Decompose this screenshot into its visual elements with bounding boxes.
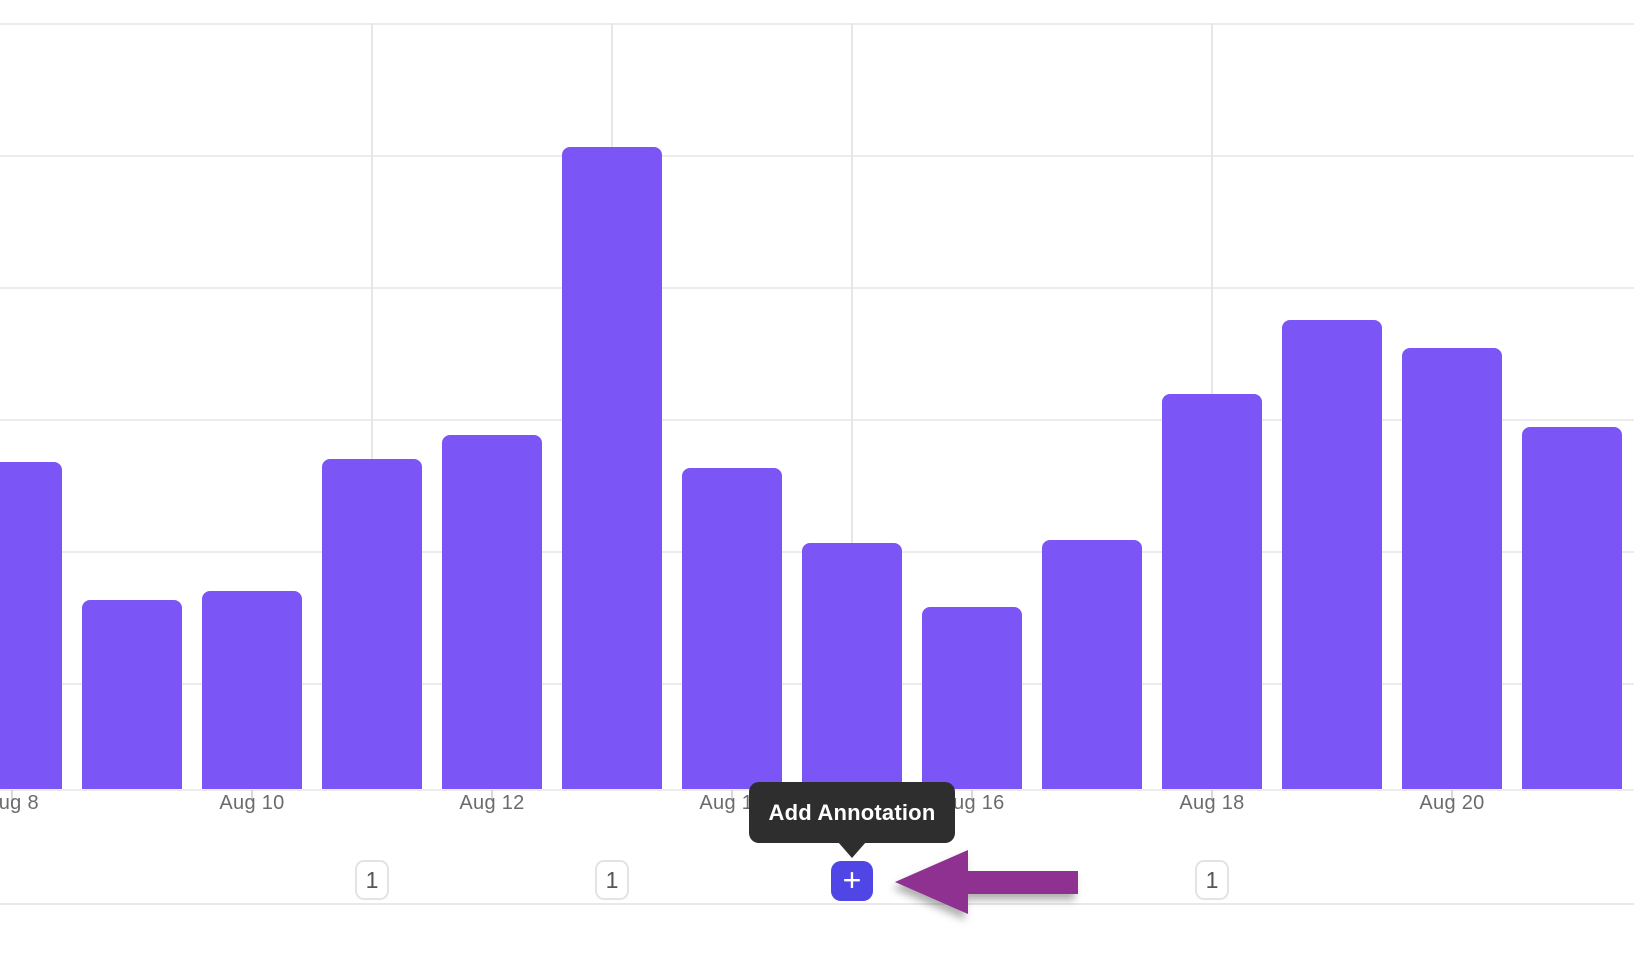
bar-aug-21[interactable] [1522,427,1622,790]
x-axis-tick [11,790,13,801]
bar-aug-8[interactable] [0,462,62,790]
bar-aug-15[interactable] [802,543,902,790]
tooltip-label: Add Annotation [768,799,936,825]
x-axis-label: Aug 16 [939,792,1005,814]
add-annotation-button[interactable]: + [831,861,873,901]
bar-aug-18[interactable] [1162,394,1262,790]
x-axis-label: Aug 8 [0,792,39,814]
bar-aug-11[interactable] [322,459,422,790]
annotation-count-badge-aug-11[interactable]: 1 [355,860,389,900]
add-annotation-tooltip: Add Annotation [749,782,955,858]
x-axis-tick [1451,790,1453,801]
bar-aug-12[interactable] [442,435,542,790]
bar-aug-20[interactable] [1402,348,1502,790]
bar-aug-19[interactable] [1282,320,1382,790]
x-axis-tick [731,790,733,801]
annotation-vline [371,23,373,790]
x-axis-tick [1211,790,1213,801]
x-axis-tick [971,790,973,801]
bar-aug-17[interactable] [1042,540,1142,790]
x-axis-label: Aug 12 [459,792,525,814]
x-axis-label: Aug 10 [219,792,285,814]
x-axis-tick [491,790,493,801]
bottom-divider [0,903,1634,905]
gridline [0,23,1634,25]
annotation-vline [851,23,853,790]
bar-aug-13[interactable] [562,147,662,790]
gridline [0,287,1634,289]
bar-aug-9[interactable] [82,600,182,790]
x-axis-label: Aug 20 [1419,792,1485,814]
annotation-count-badge-aug-18[interactable]: 1 [1195,860,1229,900]
bar-aug-16[interactable] [922,607,1022,790]
gridline [0,155,1634,157]
plus-icon: + [842,862,862,898]
annotation-count-badge-aug-13[interactable]: 1 [595,860,629,900]
x-axis-label: Aug 14 [699,792,765,814]
bar-aug-10[interactable] [202,591,302,790]
gridline [0,419,1634,421]
bar-aug-14[interactable] [682,468,782,790]
x-axis-label: Aug 18 [1179,792,1245,814]
x-axis-tick [251,790,253,801]
